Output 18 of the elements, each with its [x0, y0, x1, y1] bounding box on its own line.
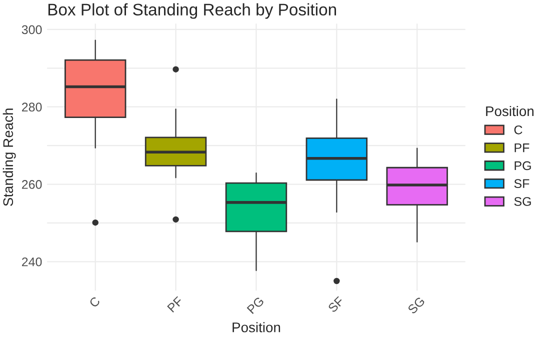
y-tick-label: 240 [22, 257, 42, 266]
legend-label: SF [514, 179, 530, 188]
x-tick-label: PG [246, 296, 264, 314]
legend-label: C [514, 125, 522, 134]
legend-title: Position [486, 106, 534, 116]
y-tick-label: 280 [22, 102, 42, 112]
x-tick-label: PF [167, 296, 184, 313]
y-tick-label: 260 [22, 180, 42, 189]
x-tick-label: SF [328, 296, 344, 313]
x-tick-label: SG [407, 296, 426, 314]
chart-title: Box Plot of Standing Reach by Position [48, 3, 336, 19]
x-tick-label: C [88, 296, 101, 308]
legend-label: PG [514, 161, 531, 170]
y-axis-title: Standing Reach [2, 108, 16, 206]
y-tick-label: 300 [22, 25, 42, 34]
legend-label: PF [514, 144, 530, 152]
x-axis-title: Position [232, 322, 280, 332]
legend-label: SG [514, 197, 531, 206]
